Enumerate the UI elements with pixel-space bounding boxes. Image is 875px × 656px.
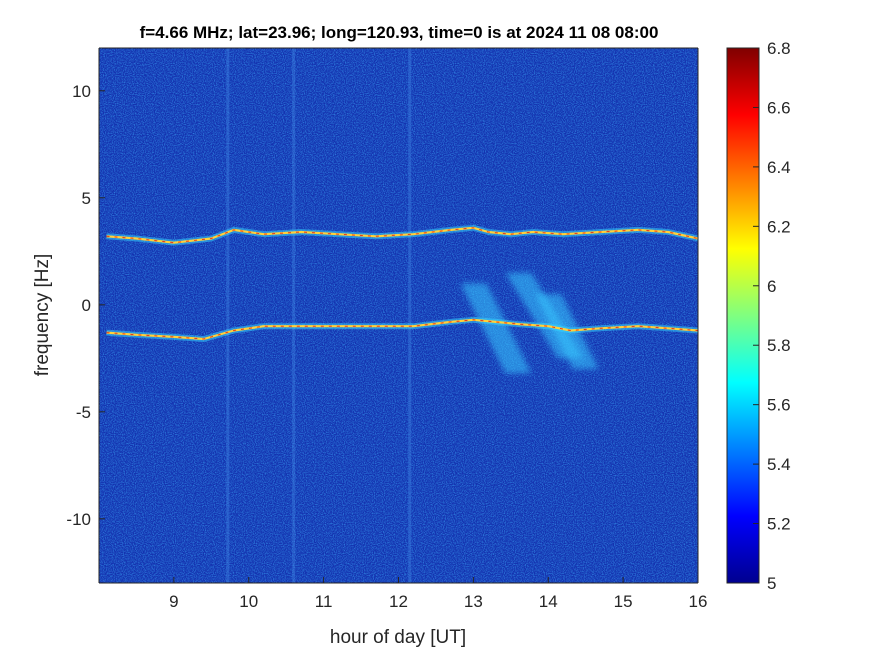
heatmap-noise	[99, 48, 698, 583]
x-tick-label: 9	[169, 592, 178, 611]
diffuse-feature	[460, 283, 532, 374]
colorbar-tick-label: 5.4	[767, 455, 791, 474]
y-tick-label: 5	[82, 189, 91, 208]
vertical-stripe	[292, 48, 296, 583]
x-tick-label: 16	[689, 592, 708, 611]
x-ticks: 9 10 11 12 13 14 15 16	[169, 577, 707, 611]
colorbar-tick-label: 6.8	[767, 39, 791, 58]
y-tick-label: 10	[72, 82, 91, 101]
x-tick-label: 12	[389, 592, 408, 611]
x-tick-label: 10	[239, 592, 258, 611]
colorbar-tick-label: 6.6	[767, 98, 791, 117]
doppler-traces	[106, 224, 698, 342]
chart-title: f=4.66 MHz; lat=23.96; long=120.93, time…	[140, 23, 659, 42]
vertical-stripes	[226, 48, 412, 583]
plot-area	[99, 48, 698, 583]
colorbar-tick-label: 5.6	[767, 396, 791, 415]
colorbar-gradient	[726, 47, 760, 584]
x-tick-label: 13	[464, 592, 483, 611]
colorbar-tick-label: 6.4	[767, 158, 791, 177]
trace-peak	[106, 227, 698, 244]
y-tick-label: 0	[82, 296, 91, 315]
x-tick-label: 15	[614, 592, 633, 611]
colorbar-tick-label: 5	[767, 574, 776, 593]
vertical-stripe	[408, 48, 412, 583]
x-tick-label: 14	[539, 592, 558, 611]
y-axis-label: frequency [Hz]	[32, 254, 53, 377]
y-ticks: 10 5 0 -5 -10	[66, 82, 105, 529]
colorbar: 6.8 6.6 6.4 6.2 6 5.8 5.6 5.4 5.2 5	[726, 39, 791, 593]
colorbar-tick-label: 5.8	[767, 336, 791, 355]
x-tick-label: 11	[315, 592, 333, 611]
vertical-stripe	[226, 48, 230, 583]
y-tick-label: -5	[76, 403, 91, 422]
colorbar-ticks: 6.8 6.6 6.4 6.2 6 5.8 5.6 5.4 5.2 5	[753, 39, 791, 593]
y-tick-label: -10	[66, 510, 91, 529]
axes: 9 10 11 12 13 14 15 16 10 5 0 -5 -10	[66, 47, 707, 611]
colorbar-tick-label: 6.2	[767, 217, 791, 236]
trace-line	[106, 318, 698, 341]
colorbar-tick-label: 5.2	[767, 515, 791, 534]
x-axis-label: hour of day [UT]	[330, 627, 466, 648]
colorbar-tick-label: 6	[767, 277, 776, 296]
